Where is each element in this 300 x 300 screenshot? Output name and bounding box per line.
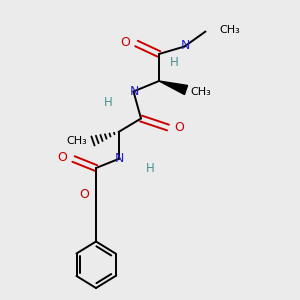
Text: N: N <box>114 152 124 166</box>
Text: CH₃: CH₃ <box>190 86 211 97</box>
Text: CH₃: CH₃ <box>66 136 87 146</box>
Text: O: O <box>80 188 89 202</box>
Text: N: N <box>129 85 139 98</box>
Text: H: H <box>104 95 112 109</box>
Text: H: H <box>170 56 178 70</box>
Polygon shape <box>159 81 188 94</box>
Text: CH₃: CH₃ <box>219 25 240 35</box>
Text: H: H <box>146 161 154 175</box>
Text: N: N <box>180 39 190 52</box>
Text: O: O <box>57 151 67 164</box>
Text: O: O <box>175 121 184 134</box>
Text: O: O <box>120 35 130 49</box>
